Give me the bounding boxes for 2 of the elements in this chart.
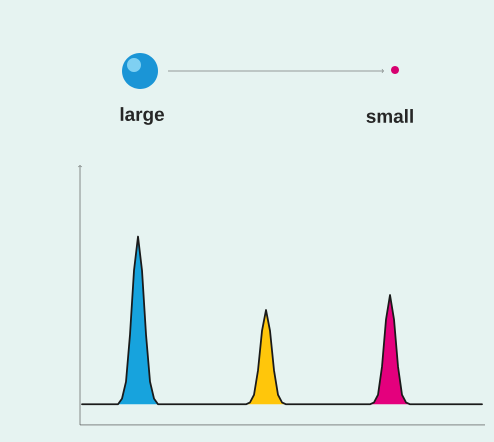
text: small [366, 109, 413, 123]
text: large [120, 107, 164, 125]
